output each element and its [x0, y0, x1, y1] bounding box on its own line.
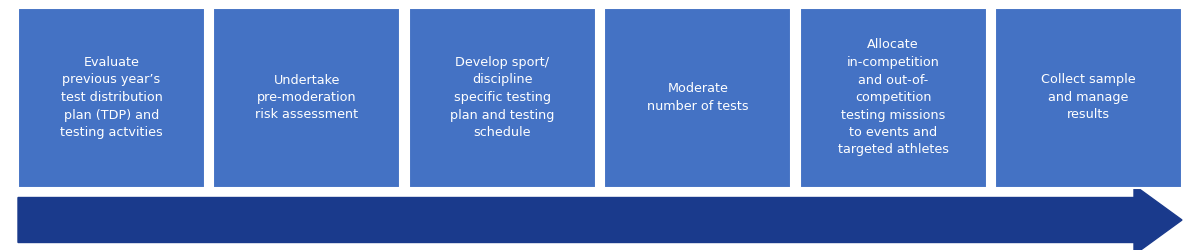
Bar: [18, 8, 205, 188]
Text: Allocate
in-competition
and out-of-
competition
testing missions
to events and
t: Allocate in-competition and out-of- comp…: [838, 38, 948, 156]
Bar: [214, 8, 401, 188]
Text: Collect sample
and manage
results: Collect sample and manage results: [1042, 74, 1136, 122]
Polygon shape: [18, 185, 1182, 250]
Bar: [995, 8, 1182, 188]
Text: Moderate
number of tests: Moderate number of tests: [647, 82, 749, 113]
Text: Develop sport/
discipline
specific testing
plan and testing
schedule: Develop sport/ discipline specific testi…: [450, 56, 554, 139]
Bar: [799, 8, 986, 188]
Bar: [409, 8, 595, 188]
Bar: [604, 8, 791, 188]
Text: Undertake
pre-moderation
risk assessment: Undertake pre-moderation risk assessment: [256, 74, 359, 122]
Text: Evaluate
previous year’s
test distribution
plan (TDP) and
testing actvities: Evaluate previous year’s test distributi…: [60, 56, 163, 139]
